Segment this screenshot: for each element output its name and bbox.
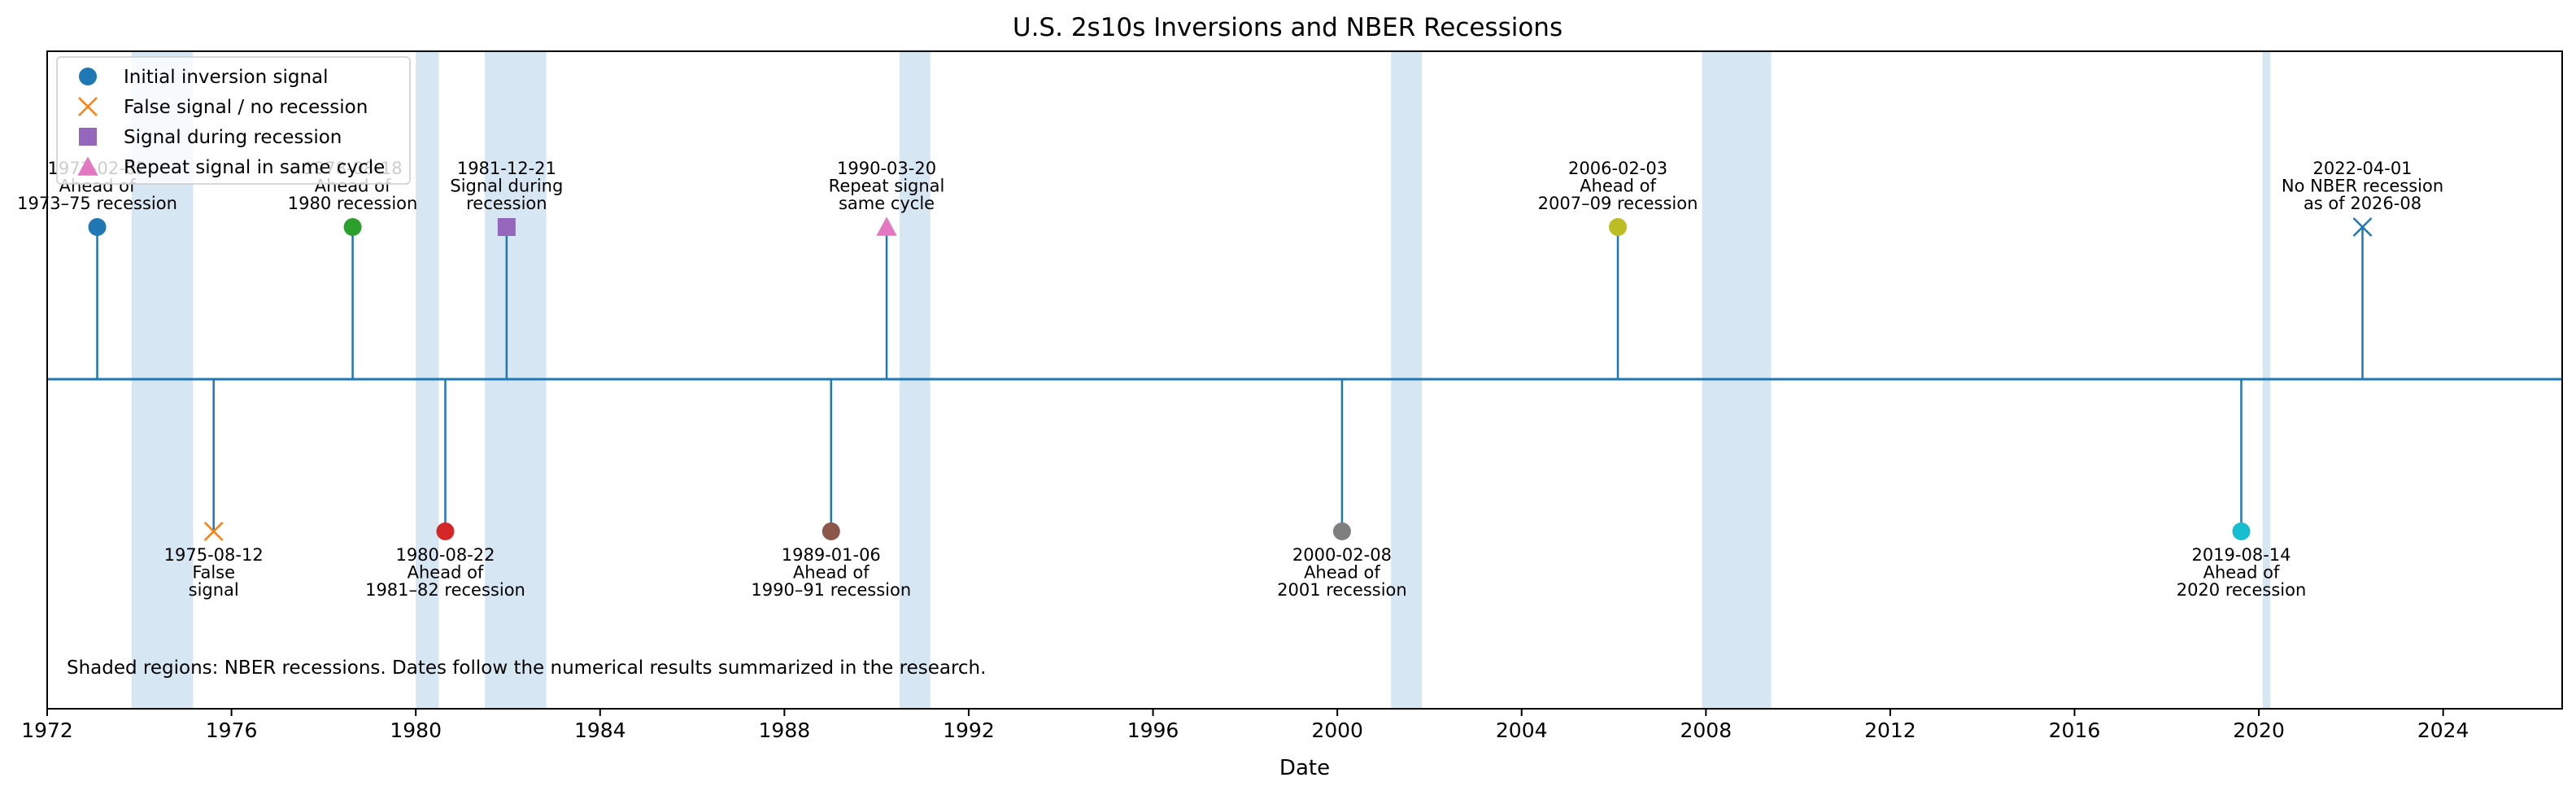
x-marker: [203, 522, 224, 541]
event-label: 1975-08-12 False signal: [164, 545, 264, 600]
event-label: 2006-02-03 Ahead of 2007–09 recession: [1538, 159, 1698, 213]
event-label-line: 1973–75 recession: [17, 194, 177, 213]
triangle-marker: [77, 156, 98, 176]
event-label-line: 1989-01-06: [782, 545, 881, 565]
event-label-line: same cycle: [839, 194, 935, 213]
circle-marker: [343, 218, 362, 236]
x-tick-label: 2012: [1864, 719, 1916, 742]
circle-marker: [1332, 522, 1351, 540]
square-marker: [79, 128, 97, 146]
circle-marker: [88, 218, 107, 236]
event-label-line: recession: [466, 194, 547, 213]
event-label-line: 2022-04-01: [2313, 159, 2413, 178]
x-tick-label: 1972: [21, 719, 73, 742]
event-label: 1980-08-22 Ahead of 1981–82 recession: [365, 545, 525, 600]
event-label-line: Ahead of: [1304, 563, 1380, 583]
event-label-line: 2006-02-03: [1568, 159, 1667, 178]
event-label-line: Ahead of: [2203, 563, 2280, 583]
event-label-line: 1975-08-12: [164, 545, 264, 565]
x-tick-label: 2024: [2417, 719, 2469, 742]
x-axis-ticks: 1972 1976 1980 1984 1988 1992 1996 2000 2004 2008…: [21, 709, 2469, 742]
legend-box: [56, 56, 411, 185]
circle-marker: [1609, 218, 1628, 236]
x-axis-label: Date: [1279, 756, 1330, 780]
x-tick-label: 2004: [1496, 719, 1548, 742]
event-stems-layer: [96, 227, 2364, 531]
x-tick-label: 1996: [1127, 719, 1179, 742]
circle-marker: [79, 68, 97, 85]
event-label-line: Ahead of: [1580, 177, 1656, 196]
x-marker: [2352, 217, 2373, 237]
x-tick-label: 1980: [390, 719, 442, 742]
event-label-line: 1980-08-22: [395, 545, 495, 565]
legend-label: Signal during recession: [124, 127, 342, 148]
plot-frame: [46, 50, 2563, 710]
event-label-line: 1990-03-20: [837, 159, 936, 178]
x-tick-label: 2008: [1680, 719, 1732, 742]
event-label-line: Signal during: [450, 177, 563, 196]
x-tick-label: 1992: [943, 719, 995, 742]
chart-footnote: Shaded regions: NBER recessions. Dates f…: [67, 657, 986, 679]
chart-title: U.S. 2s10s Inversions and NBER Recession…: [1013, 13, 1563, 42]
legend-label: False signal / no recession: [124, 97, 368, 118]
x-tick-label: 2016: [2049, 719, 2101, 742]
event-label-line: 2020 recession: [2177, 580, 2307, 600]
event-label-line: as of 2026-08: [2304, 194, 2421, 213]
event-label-line: Ahead of: [793, 563, 870, 583]
event-label: 1989-01-06 Ahead of 1990–91 recession: [751, 545, 911, 600]
event-label-line: 1981–82 recession: [365, 580, 525, 600]
event-label-line: 2019-08-14: [2191, 545, 2291, 565]
x-tick-label: 1984: [574, 719, 626, 742]
event-label-line: 2007–09 recession: [1538, 194, 1698, 213]
legend-label: Initial inversion signal: [124, 67, 329, 88]
x-tick-label: 1988: [759, 719, 811, 742]
circle-marker: [436, 522, 455, 540]
event-label-line: No NBER recession: [2282, 177, 2443, 196]
event-label-line: 1990–91 recession: [751, 580, 911, 600]
event-label: 2022-04-01 No NBER recession as of 2026-08: [2282, 159, 2443, 213]
event-label: 1990-03-20 Repeat signal same cycle: [829, 159, 945, 213]
event-label-line: Ahead of: [408, 563, 484, 583]
event-label: 2000-02-08 Ahead of 2001 recession: [1277, 545, 1407, 600]
legend-label: Repeat signal in same cycle: [124, 157, 385, 178]
x-marker: [78, 97, 98, 116]
x-tick-label: 1976: [206, 719, 258, 742]
event-label-line: 2000-02-08: [1292, 545, 1392, 565]
event-label-line: 1980 recession: [288, 194, 418, 213]
circle-marker: [822, 522, 840, 540]
event-label-line: 1981-12-21: [457, 159, 556, 178]
event-label-line: Repeat signal: [829, 177, 945, 196]
x-tick-label: 2000: [1311, 719, 1363, 742]
event-label-line: signal: [189, 580, 239, 600]
x-tick-label: 2020: [2233, 719, 2285, 742]
event-markers-layer: [88, 216, 2373, 541]
triangle-marker: [876, 216, 897, 236]
square-marker: [497, 218, 516, 236]
event-label: 2019-08-14 Ahead of 2020 recession: [2177, 545, 2307, 600]
chart-legend: Initial inversion signal False signal / n…: [56, 56, 411, 185]
event-label-line: 2001 recession: [1277, 580, 1407, 600]
circle-marker: [2232, 522, 2251, 540]
event-label: 1981-12-21 Signal during recession: [450, 159, 563, 213]
event-label-line: False: [192, 563, 235, 583]
